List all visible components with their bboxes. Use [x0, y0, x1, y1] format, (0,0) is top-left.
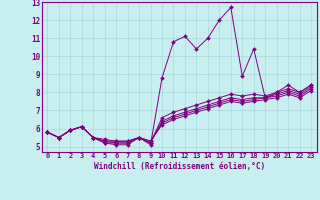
X-axis label: Windchill (Refroidissement éolien,°C): Windchill (Refroidissement éolien,°C): [94, 162, 265, 171]
